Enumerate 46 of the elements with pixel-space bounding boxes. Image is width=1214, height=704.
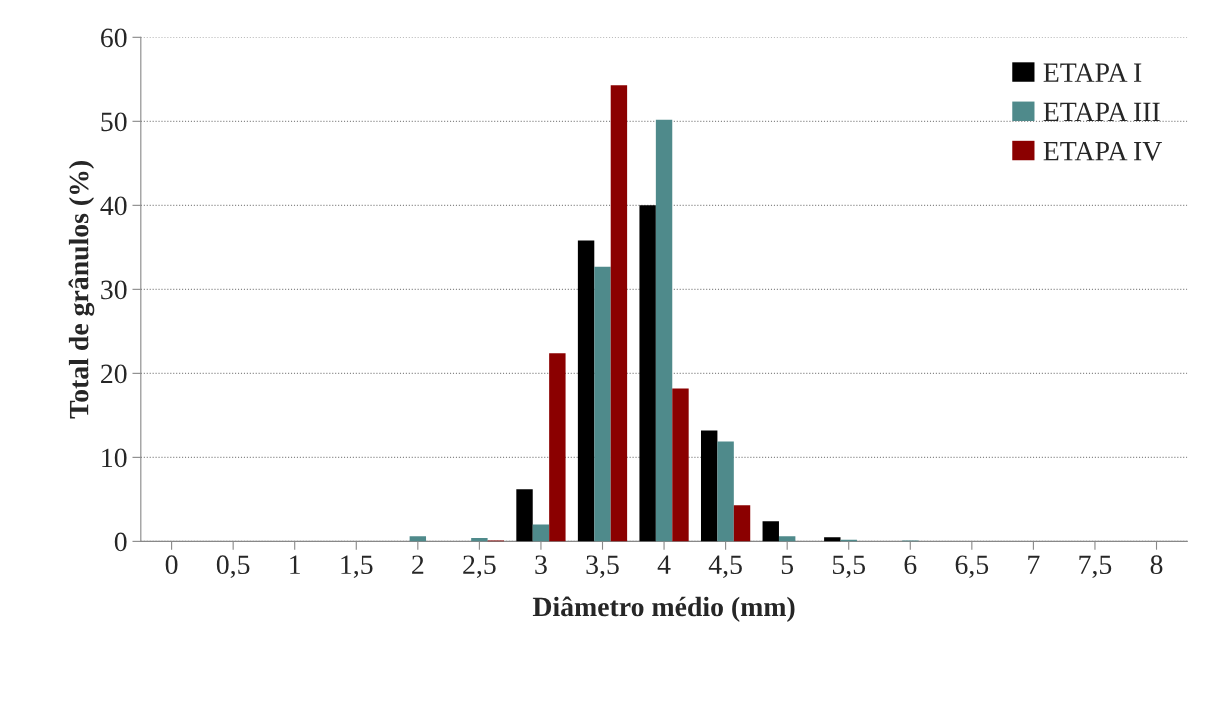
x-tick-label: 5,5 [832, 555, 865, 579]
bar [409, 536, 427, 542]
bar [672, 388, 689, 542]
x-tick-label: 6 [904, 555, 917, 575]
x-tick-label: 2,5 [463, 555, 496, 579]
x-tick-label: 2 [412, 555, 424, 574]
x-tick-label: 0 [165, 555, 178, 575]
bar [824, 537, 841, 542]
x-tick-label: 4,5 [708, 555, 742, 579]
bar [778, 536, 796, 542]
y-tick-label: 40 [100, 196, 127, 216]
bar [549, 353, 566, 542]
x-tick-label: 1 [290, 555, 300, 574]
x-tick-label: 8 [1150, 555, 1163, 575]
legend-label: ETAPA III [1043, 102, 1160, 122]
y-axis-title: Total de grânulos (%) [68, 161, 95, 419]
y-tick-label: 50 [101, 112, 127, 132]
bar [516, 489, 533, 542]
y-tick-label: 60 [101, 28, 127, 48]
bar [762, 521, 779, 542]
x-tick-label: 7 [1028, 555, 1040, 574]
bar [717, 441, 734, 542]
bar [733, 505, 751, 542]
x-tick-label: 0,5 [216, 555, 250, 579]
x-tick-label: 6,5 [955, 555, 989, 579]
y-tick-label: 20 [101, 364, 127, 384]
x-axis-title: Diâmetro médio (mm) [532, 596, 795, 622]
x-tick-label: 5 [781, 555, 794, 575]
legend-label: ETAPA I [1043, 63, 1142, 82]
bar [532, 524, 550, 542]
x-tick-label: 1,5 [341, 555, 373, 579]
legend-label: ETAPA IV [1043, 141, 1162, 161]
x-tick-label: 3,5 [586, 555, 619, 579]
bar [639, 205, 656, 542]
bar [700, 430, 718, 542]
y-tick-label: 30 [101, 280, 127, 300]
bar [655, 119, 673, 542]
y-tick-label: 10 [102, 448, 127, 468]
bar [471, 538, 488, 542]
y-tick-label: 0 [114, 532, 127, 552]
x-tick-label: 3 [535, 555, 547, 575]
x-tick-label: 4 [657, 555, 671, 574]
bar [594, 266, 611, 542]
x-tick-label: 7,5 [1079, 555, 1112, 579]
bar [577, 240, 595, 542]
bar [610, 85, 628, 542]
